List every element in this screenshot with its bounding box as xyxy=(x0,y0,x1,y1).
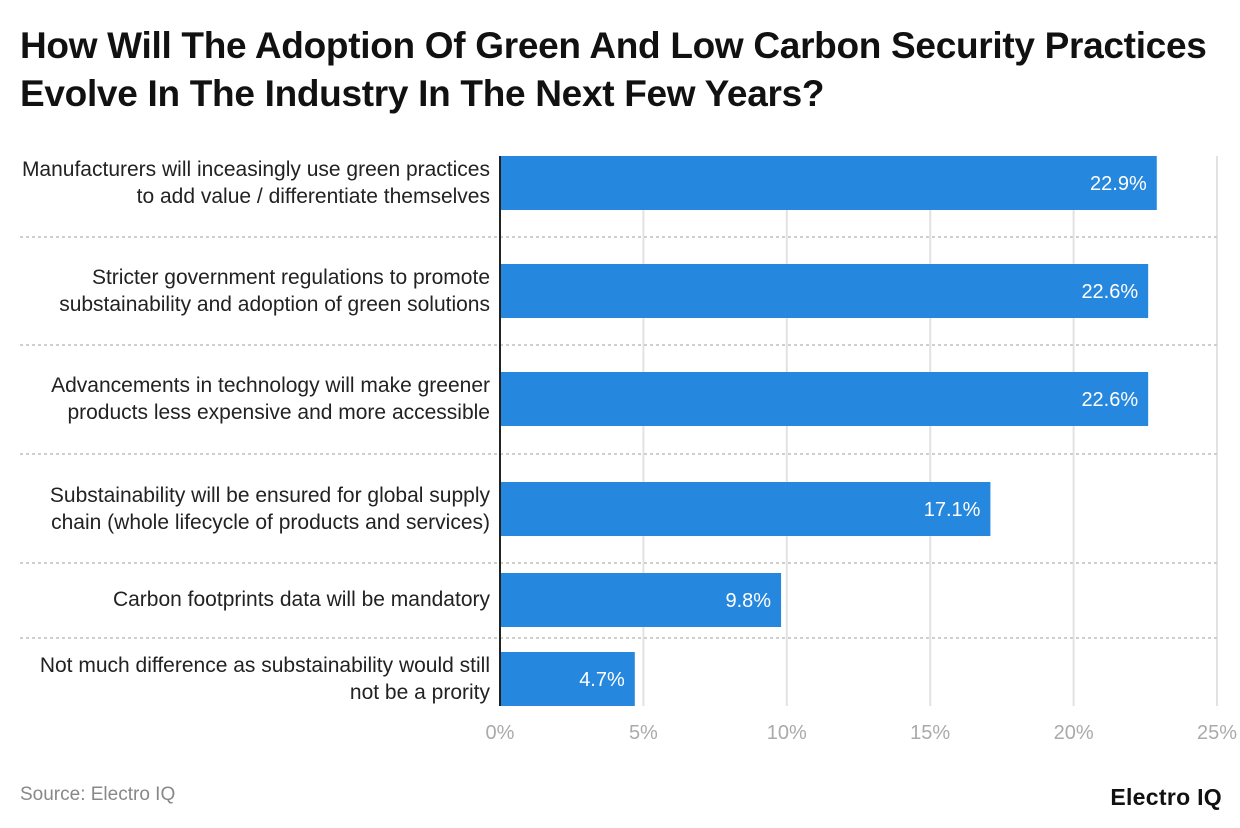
x-tick-label: 20% xyxy=(1054,722,1094,744)
x-tick-label: 0% xyxy=(486,722,515,744)
data-label: 4.7% xyxy=(579,669,625,691)
category-label: Advancements in technology will make gre… xyxy=(51,373,490,425)
data-label: 22.6% xyxy=(1081,389,1138,411)
bar xyxy=(501,573,782,627)
x-tick-label: 15% xyxy=(910,722,950,744)
data-label: 22.9% xyxy=(1090,173,1147,195)
category-label: Manufacturers will inceasingly use green… xyxy=(21,157,490,209)
category-label: Not much difference as substainability w… xyxy=(39,653,490,705)
electro-iq-logo: Electro IQ xyxy=(1110,784,1222,810)
category-label: Stricter government regulations to promo… xyxy=(59,265,490,317)
bar xyxy=(501,156,1157,210)
data-label: 22.6% xyxy=(1081,281,1138,303)
data-label: 17.1% xyxy=(924,499,981,521)
x-tick-label: 5% xyxy=(629,722,658,744)
x-tick-label: 10% xyxy=(767,722,807,744)
source-note: Source: Electro IQ xyxy=(20,784,176,805)
bar xyxy=(501,372,1149,426)
category-label: Carbon footprints data will be mandatory xyxy=(112,588,490,611)
bar xyxy=(501,482,991,536)
data-label: 9.8% xyxy=(725,590,771,612)
category-label: Substainability will be ensured for glob… xyxy=(49,483,490,535)
bar xyxy=(501,652,635,706)
bar xyxy=(501,264,1149,318)
chart-title: How Will The Adoption Of Green And Low C… xyxy=(20,25,1207,114)
x-tick-label: 25% xyxy=(1197,722,1237,744)
